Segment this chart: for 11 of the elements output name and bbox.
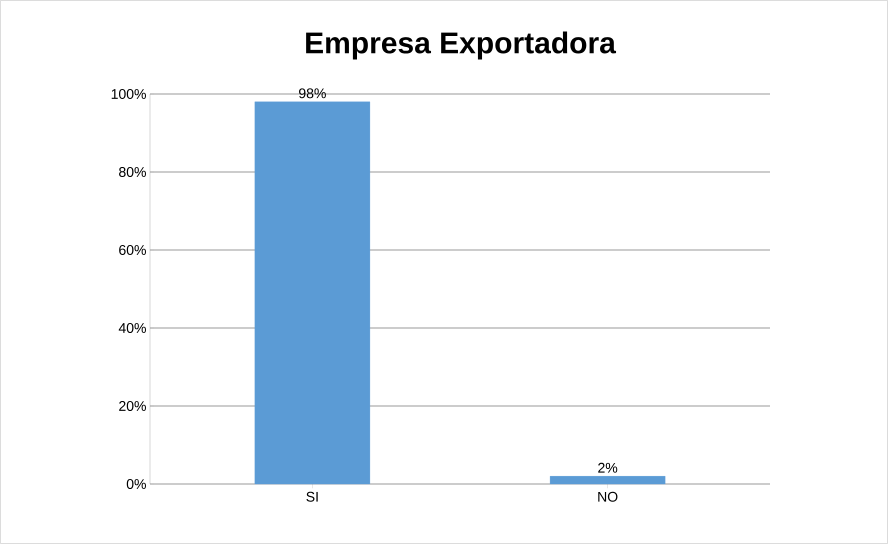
y-tick-label: 40% (118, 323, 146, 333)
x-tick-label: NO (598, 492, 618, 502)
y-tick-label: 0% (126, 479, 146, 489)
y-tick-label: 20% (119, 401, 146, 411)
x-tick-label: SI (306, 492, 318, 502)
y-tick-label: 100% (112, 89, 146, 99)
data-label: 98% (299, 88, 326, 98)
data-label: 2% (598, 462, 618, 473)
y-tick-label: 60% (119, 245, 146, 255)
y-tick-label: 80% (119, 167, 146, 177)
chart-title: Empresa Exportadora (306, 32, 616, 60)
